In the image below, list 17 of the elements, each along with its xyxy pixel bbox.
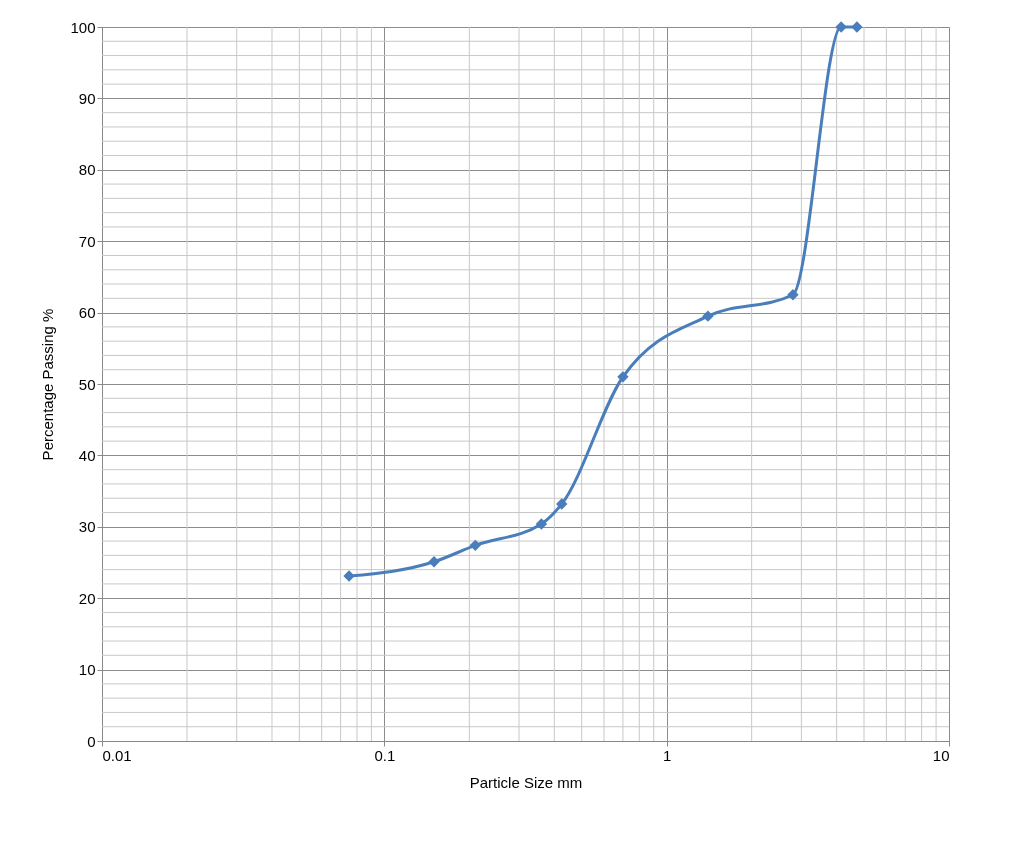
y-tick-label: 40 — [78, 446, 96, 464]
x-tick-label: 10 — [932, 746, 950, 764]
y-tick-label: 100 — [70, 18, 96, 36]
y-tick-label: 10 — [78, 661, 96, 679]
y-tick-label: 30 — [78, 518, 96, 536]
y-tick-label: 80 — [78, 161, 96, 179]
y-tick-label: 0 — [87, 732, 96, 750]
x-tick-label: 0.1 — [374, 746, 396, 764]
x-axis-title: Particle Size mm — [469, 773, 583, 791]
y-tick-label: 90 — [78, 89, 96, 107]
y-tick-label: 20 — [78, 589, 96, 607]
y-axis-title: Percentage Passing % — [39, 308, 57, 461]
y-tick-label: 70 — [78, 232, 96, 250]
x-tick-label: 1 — [662, 746, 672, 764]
y-tick-label: 60 — [78, 304, 96, 322]
x-tick-label: 0.01 — [102, 746, 132, 764]
y-tick-label: 50 — [78, 375, 96, 393]
